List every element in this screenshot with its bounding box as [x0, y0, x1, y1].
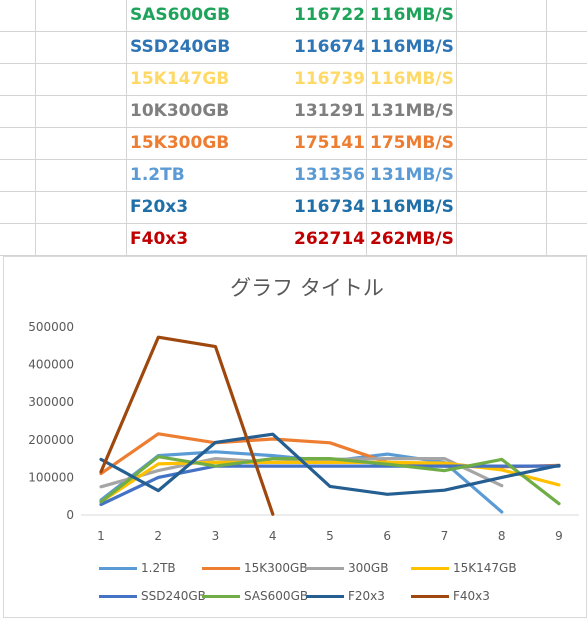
throughput-value-cell[interactable]: 116734 [294, 197, 365, 217]
x-tick-label: 8 [498, 529, 506, 543]
spreadsheet-grid: SAS600GB 116722 116MB/S SSD240GB 116674 116MB… [0, 0, 587, 256]
disk-name-cell[interactable]: 10K300GB [130, 101, 230, 121]
disk-name-cell[interactable]: F40x3 [130, 229, 189, 249]
speed-cell[interactable]: 116MB/S [370, 197, 454, 217]
legend-swatch [99, 595, 137, 598]
throughput-value-cell[interactable]: 116722 [294, 5, 365, 25]
legend-swatch [202, 595, 240, 598]
x-tick-label: 6 [383, 529, 391, 543]
series-line-f20x3[interactable] [99, 432, 561, 496]
disk-name-cell[interactable]: SAS600GB [130, 5, 231, 25]
table-row: SSD240GB 116674 116MB/S [0, 32, 587, 64]
throughput-value-cell[interactable]: 175141 [294, 133, 365, 153]
table-row: 15K300GB 175141 175MB/S [0, 128, 587, 160]
throughput-value-cell[interactable]: 116674 [294, 37, 365, 57]
disk-name-cell[interactable]: SSD240GB [130, 37, 231, 57]
chart-canvas: グラフ タイトル 0 100000 200000 300000 400000 500000… [28, 276, 579, 543]
chart-title: グラフ タイトル [230, 276, 384, 300]
legend-label: 300GB [348, 561, 389, 575]
x-tick-label: 2 [154, 529, 162, 543]
legend-swatch [202, 567, 240, 570]
x-tick-label: 5 [326, 529, 334, 543]
table-row: 1.2TB 131356 131MB/S [0, 160, 587, 192]
y-tick-label: 500000 [28, 320, 74, 334]
y-tick-label: 300000 [28, 395, 74, 409]
legend-label: SAS600GB [244, 589, 309, 603]
disk-name-cell[interactable]: F20x3 [130, 197, 189, 217]
disk-name-cell[interactable]: 15K147GB [130, 69, 230, 89]
speed-cell[interactable]: 116MB/S [370, 5, 454, 25]
disk-name-cell[interactable]: 1.2TB [130, 165, 185, 185]
legend-label: 15K300GB [244, 561, 308, 575]
throughput-value-cell[interactable]: 116739 [294, 69, 365, 89]
speed-cell[interactable]: 116MB/S [370, 69, 454, 89]
x-tick-label: 7 [441, 529, 449, 543]
column-gridline [366, 0, 367, 256]
legend-label: F20x3 [348, 589, 385, 603]
table-row: 15K147GB 116739 116MB/S [0, 64, 587, 96]
legend-swatch [99, 567, 137, 570]
column-gridline [126, 0, 127, 256]
legend-label: 15K147GB [453, 561, 517, 575]
legend-label: SSD240GB [141, 589, 206, 603]
column-gridline [546, 0, 547, 256]
speed-cell[interactable]: 116MB/S [370, 37, 454, 57]
throughput-value-cell[interactable]: 131356 [294, 165, 365, 185]
x-tick-label: 3 [212, 529, 220, 543]
disk-name-cell[interactable]: 15K300GB [130, 133, 230, 153]
legend-swatch [411, 567, 449, 570]
legend-label: F40x3 [453, 589, 490, 603]
y-tick-label: 400000 [28, 358, 74, 372]
speed-cell[interactable]: 131MB/S [370, 165, 454, 185]
legend-label: 1.2TB [141, 561, 176, 575]
table-row: SAS600GB 116722 116MB/S [0, 0, 587, 32]
legend-swatch [306, 595, 344, 598]
y-tick-label: 200000 [28, 433, 74, 447]
table-row: F40x3 262714 262MB/S [0, 224, 587, 256]
series-line-sas600gb[interactable] [99, 455, 561, 506]
speed-cell[interactable]: 131MB/S [370, 101, 454, 121]
speed-cell[interactable]: 262MB/S [370, 229, 454, 249]
x-tick-label: 4 [269, 529, 277, 543]
column-gridline [456, 0, 457, 256]
line-chart[interactable]: グラフ タイトル 0 100000 200000 300000 400000 500000… [3, 256, 587, 618]
throughput-value-cell[interactable]: 131291 [294, 101, 365, 121]
speed-cell[interactable]: 175MB/S [370, 133, 454, 153]
column-gridline [35, 0, 36, 256]
y-tick-label: 100000 [28, 470, 74, 484]
table-row: F20x3 116734 116MB/S [0, 192, 587, 224]
table-row: 10K300GB 131291 131MB/S [0, 96, 587, 128]
legend-swatch [411, 595, 449, 598]
x-tick-label: 1 [97, 529, 105, 543]
y-tick-label: 0 [66, 508, 74, 522]
throughput-value-cell[interactable]: 262714 [294, 229, 365, 249]
series-line-f40x3[interactable] [99, 335, 275, 516]
legend-swatch [306, 567, 344, 570]
x-tick-label: 9 [555, 529, 563, 543]
